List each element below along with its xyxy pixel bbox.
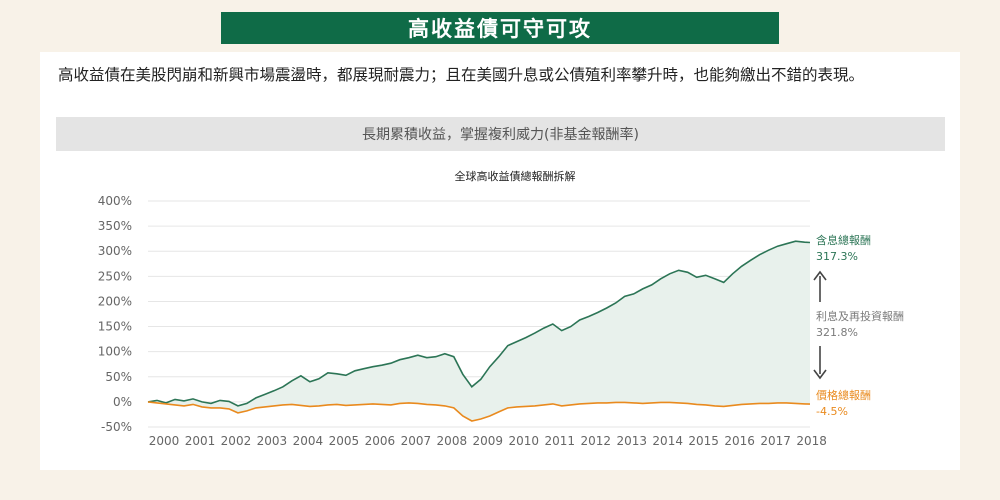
- price-return-line: [147, 401, 811, 422]
- y-tick-label: 300%: [98, 244, 132, 258]
- total-return-value: 317.3%: [816, 250, 858, 263]
- price-return-label: 價格總報酬: [816, 388, 871, 402]
- cumulative-return-chart: 全球高收益債總報酬拆解 400% 350% 300% 250% 200% 150% 100%…: [98, 169, 904, 448]
- y-tick-label: 350%: [98, 219, 132, 233]
- y-tick-label: -50%: [101, 420, 132, 434]
- page-title: 高收益債可守可攻: [221, 12, 779, 44]
- total-return-label: 含息總報酬: [816, 233, 871, 247]
- y-axis-ticks: 400% 350% 300% 250% 200% 150% 100% 50% 0% -50%: [98, 194, 132, 434]
- x-tick-label: 2003: [257, 434, 288, 448]
- interest-value: 321.8%: [816, 326, 858, 339]
- x-tick-label: 2008: [437, 434, 468, 448]
- x-tick-label: 2007: [401, 434, 432, 448]
- x-tick-label: 2016: [724, 434, 755, 448]
- interest-label: 利息及再投資報酬: [816, 309, 904, 323]
- y-tick-label: 200%: [98, 294, 132, 308]
- arrow-up-icon: [813, 270, 827, 281]
- x-tick-label: 2004: [293, 434, 324, 448]
- y-tick-label: 100%: [98, 345, 132, 359]
- y-tick-label: 400%: [98, 194, 132, 208]
- y-tick-label: 50%: [105, 370, 132, 384]
- x-tick-label: 2000: [149, 434, 180, 448]
- content-panel: 高收益債在美股閃崩和新興市場震盪時，都展現耐震力；且在美國升息或公債殖利率攀升時…: [40, 52, 960, 470]
- x-tick-label: 2012: [580, 434, 611, 448]
- x-tick-label: 2010: [509, 434, 540, 448]
- x-tick-label: 2002: [221, 434, 252, 448]
- chart-title: 全球高收益債總報酬拆解: [455, 169, 576, 183]
- x-tick-label: 2015: [688, 434, 719, 448]
- total-return-line: [147, 240, 811, 407]
- x-tick-label: 2001: [185, 434, 216, 448]
- y-tick-label: 250%: [98, 269, 132, 283]
- price-return-value: -4.5%: [816, 405, 848, 418]
- x-tick-label: 2006: [365, 434, 396, 448]
- x-tick-label: 2013: [616, 434, 647, 448]
- x-tick-label: 2017: [760, 434, 791, 448]
- x-tick-label: 2014: [652, 434, 683, 448]
- y-tick-label: 0%: [113, 395, 132, 409]
- interest-area: [148, 241, 810, 421]
- intro-paragraph: 高收益債在美股閃崩和新興市場震盪時，都展現耐震力；且在美國升息或公債殖利率攀升時…: [58, 66, 865, 84]
- x-tick-label: 2009: [473, 434, 504, 448]
- arrow-down-icon: [813, 369, 827, 380]
- x-tick-label: 2011: [544, 434, 575, 448]
- x-tick-label: 2018: [796, 434, 827, 448]
- x-tick-label: 2005: [329, 434, 360, 448]
- x-axis-ticks: 2000 2001 2002 2003 2004 2005 2006 2007 2008 2009…: [149, 434, 827, 448]
- section-title: 長期累積收益，掌握複利威力(非基金報酬率): [56, 117, 945, 151]
- y-tick-label: 150%: [98, 320, 132, 334]
